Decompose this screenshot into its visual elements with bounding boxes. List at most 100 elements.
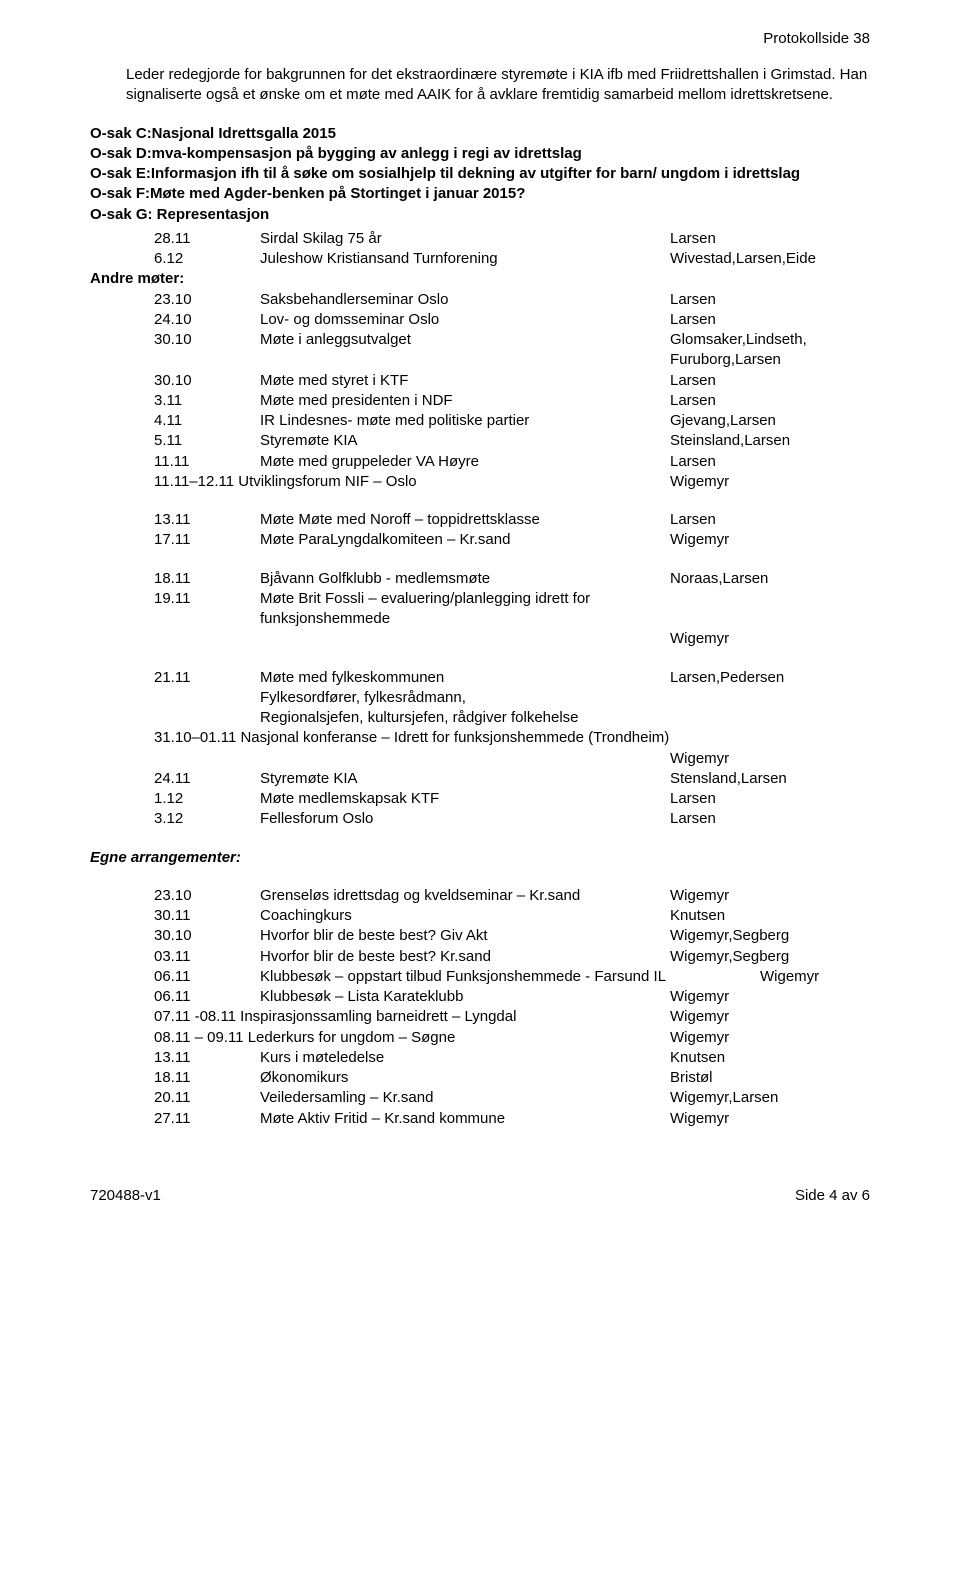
desc: Klubbesøk – Lista Karateklubb <box>260 987 670 1007</box>
desc: Saksbehandlerseminar Oslo <box>260 290 670 310</box>
date: 20.11 <box>154 1088 260 1108</box>
desc: Møte medlemskapsak KTF <box>260 789 670 809</box>
date: 11.11 <box>154 452 260 472</box>
desc: Møte med presidenten i NDF <box>260 391 670 411</box>
table-row: Regionalsjefen, kultursjefen, rådgiver f… <box>154 708 870 728</box>
andre-moter-title: Andre møter: <box>90 269 870 289</box>
desc: Møte med gruppeleder VA Høyre <box>260 452 670 472</box>
table-row: Wigemyr <box>154 749 870 769</box>
colon: : <box>179 270 184 287</box>
attendee: Wigemyr <box>670 1028 870 1048</box>
table-row: 11.11Møte med gruppeleder VA HøyreLarsen <box>154 452 870 472</box>
footer-left: 720488-v1 <box>90 1187 161 1204</box>
date: 30.10 <box>154 371 260 391</box>
sak-f: O-sak F:Møte med Agder-benken på Stortin… <box>90 184 870 204</box>
attendee: Wigemyr <box>670 886 870 906</box>
attendee: Steinsland,Larsen <box>670 431 870 451</box>
date: 27.11 <box>154 1109 260 1129</box>
attendee: Larsen <box>670 510 870 530</box>
date: 30.10 <box>154 926 260 946</box>
attendee: Wivestad,Larsen,Eide <box>670 249 870 269</box>
desc: Hvorfor blir de beste best? Giv Akt <box>260 926 670 946</box>
table-row: Wigemyr <box>154 629 870 649</box>
date: 03.11 <box>154 947 260 967</box>
desc: IR Lindesnes- møte med politiske partier <box>260 411 670 431</box>
desc: Grenseløs idrettsdag og kveldseminar – K… <box>260 886 670 906</box>
desc: Møte med styret i KTF <box>260 371 670 391</box>
date: 5.11 <box>154 431 260 451</box>
attendee: Wigemyr <box>670 1007 870 1027</box>
desc: Sirdal Skilag 75 år <box>260 229 670 249</box>
date: 19.11 <box>154 589 260 630</box>
table-row: 17.11Møte ParaLyngdalkomiteen – Kr.sandW… <box>154 530 870 550</box>
date: 18.11 <box>154 569 260 589</box>
table-row: 30.10Møte med styret i KTFLarsen <box>154 371 870 391</box>
desc: Juleshow Kristiansand Turnforening <box>260 249 670 269</box>
table-row: 4.11IR Lindesnes- møte med politiske par… <box>154 411 870 431</box>
attendee: Gjevang,Larsen <box>670 411 870 431</box>
date <box>154 749 260 769</box>
page-number-header: Protokollside 38 <box>90 30 870 47</box>
desc: Styremøte KIA <box>260 431 670 451</box>
attendee: Glomsaker,Lindseth, <box>670 330 870 350</box>
andre-title-text: Andre møter <box>90 270 179 287</box>
date: 28.11 <box>154 229 260 249</box>
egne-rows: 23.10Grenseløs idrettsdag og kveldsemina… <box>90 886 870 1129</box>
table-row: 11.11–12.11 Utviklingsforum NIF – OsloWi… <box>154 472 870 492</box>
desc: Fellesforum Oslo <box>260 809 670 829</box>
sak-e: O-sak E:Informasjon ifh til å søke om so… <box>90 164 870 184</box>
table-row: 06.11Klubbesøk – Lista KarateklubbWigemy… <box>154 987 870 1007</box>
desc: Møte ParaLyngdalkomiteen – Kr.sand <box>260 530 670 550</box>
date: 3.12 <box>154 809 260 829</box>
date-desc-wide: 11.11–12.11 Utviklingsforum NIF – Oslo <box>154 472 670 492</box>
table-row: 23.10Grenseløs idrettsdag og kveldsemina… <box>154 886 870 906</box>
attendee: Larsen <box>670 789 870 809</box>
intro-paragraph: Leder redegjorde for bakgrunnen for det … <box>90 65 870 106</box>
attendee: Wigemyr,Segberg <box>670 926 870 946</box>
attendee: Larsen <box>670 310 870 330</box>
attendee: Wigemyr <box>670 749 870 769</box>
attendee: Larsen <box>670 809 870 829</box>
table-row: 13.11Møte Møte med Noroff – toppidrettsk… <box>154 510 870 530</box>
table-row: 31.10–01.11 Nasjonal konferanse – Idrett… <box>154 728 870 748</box>
table-row: 1.12Møte medlemskapsak KTFLarsen <box>154 789 870 809</box>
date-desc-wide: 08.11 – 09.11 Lederkurs for ungdom – Søg… <box>154 1028 670 1048</box>
date: 1.12 <box>154 789 260 809</box>
attendee: Knutsen <box>670 906 870 926</box>
date: 06.11 <box>154 967 260 987</box>
desc <box>260 629 670 649</box>
table-row: 13.11Kurs i møteledelseKnutsen <box>154 1048 870 1068</box>
desc <box>260 350 670 370</box>
table-row: 19.11Møte Brit Fossli – evaluering/planl… <box>154 589 870 630</box>
attendee: Wigemyr <box>670 472 870 492</box>
desc: Møte Brit Fossli – evaluering/planleggin… <box>260 589 670 630</box>
attendee: Wigemyr <box>670 1109 870 1129</box>
attendee: Larsen,Pedersen <box>670 668 870 688</box>
date <box>154 350 260 370</box>
table-row: 30.10Hvorfor blir de beste best? Giv Akt… <box>154 926 870 946</box>
desc: Fylkesordfører, fylkesrådmann, <box>260 688 670 708</box>
date: 17.11 <box>154 530 260 550</box>
date: 13.11 <box>154 1048 260 1068</box>
attendee: Larsen <box>670 452 870 472</box>
sak-list: O-sak C:Nasjonal Idrettsgalla 2015 O-sak… <box>90 124 870 225</box>
desc: Hvorfor blir de beste best? Kr.sand <box>260 947 670 967</box>
attendee <box>670 589 870 630</box>
table-row: 3.11Møte med presidenten i NDFLarsen <box>154 391 870 411</box>
attendee <box>670 688 870 708</box>
date: 4.11 <box>154 411 260 431</box>
footer-right: Side 4 av 6 <box>795 1187 870 1204</box>
attendee: Wigemyr <box>670 987 870 1007</box>
table-row: 03.11Hvorfor blir de beste best? Kr.sand… <box>154 947 870 967</box>
sak-g: O-sak G: Representasjon <box>90 205 870 225</box>
attendee: Stensland,Larsen <box>670 769 870 789</box>
block3-rows: 18.11Bjåvann Golfklubb - medlemsmøteNora… <box>90 569 870 650</box>
rep-rows: 28.11 Sirdal Skilag 75 år Larsen 6.12 Ju… <box>90 229 870 270</box>
date <box>154 629 260 649</box>
desc: Møte Aktiv Fritid – Kr.sand kommune <box>260 1109 670 1129</box>
footer: 720488-v1 Side 4 av 6 <box>0 1177 960 1224</box>
attendee: Wigemyr <box>670 530 870 550</box>
attendee: Wigemyr,Segberg <box>670 947 870 967</box>
attendee: Larsen <box>670 229 870 249</box>
desc: Møte Møte med Noroff – toppidrettsklasse <box>260 510 670 530</box>
